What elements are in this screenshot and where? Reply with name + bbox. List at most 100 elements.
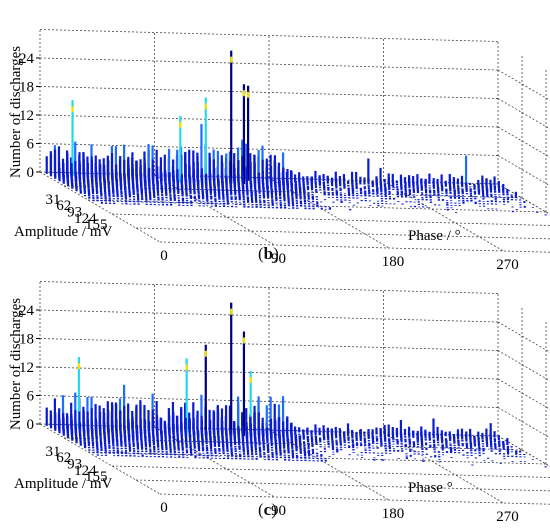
bar	[257, 412, 260, 437]
bar	[169, 188, 172, 194]
bar	[339, 440, 342, 444]
bar	[156, 427, 159, 439]
bar	[258, 196, 262, 199]
z-tick-label: 24	[19, 303, 35, 319]
bar	[209, 173, 212, 188]
bar	[274, 184, 277, 192]
bar	[181, 439, 184, 444]
bar	[409, 201, 412, 203]
bar	[54, 412, 57, 431]
bar	[494, 444, 497, 448]
bar	[177, 447, 180, 451]
bar	[258, 186, 261, 194]
bar	[339, 442, 342, 446]
bar	[194, 451, 197, 454]
bar	[197, 196, 201, 200]
bar	[226, 202, 230, 205]
bar	[334, 426, 337, 434]
bar	[322, 425, 325, 434]
bar	[331, 197, 335, 198]
bar	[281, 152, 285, 183]
bar	[120, 195, 123, 198]
bar	[263, 199, 266, 201]
bar	[230, 443, 233, 448]
bar	[190, 453, 193, 456]
bar	[140, 439, 143, 443]
bar	[367, 187, 371, 190]
bar	[91, 186, 94, 190]
bar	[108, 444, 111, 447]
bar	[380, 188, 383, 193]
bar	[168, 415, 171, 434]
bar	[453, 196, 457, 199]
bar	[466, 198, 469, 200]
bar	[245, 175, 248, 187]
bar	[148, 444, 152, 448]
bar	[217, 189, 221, 195]
bar	[396, 195, 400, 198]
bar	[214, 448, 217, 450]
bar	[292, 207, 295, 209]
bar	[201, 446, 205, 449]
bar	[180, 434, 183, 439]
bar	[265, 405, 268, 435]
bar	[408, 445, 412, 448]
z-tick-label: 12	[19, 360, 34, 376]
bar	[293, 426, 297, 433]
bar	[229, 185, 233, 193]
bar	[164, 173, 167, 187]
bar	[454, 205, 457, 206]
bar	[235, 206, 238, 208]
bar	[197, 194, 200, 197]
bar	[453, 189, 456, 197]
bar	[282, 182, 285, 192]
bar	[190, 201, 193, 204]
bar	[298, 172, 301, 181]
bar	[182, 205, 185, 206]
bar	[58, 408, 61, 429]
bar	[82, 410, 85, 432]
bar	[495, 208, 498, 210]
bar	[95, 176, 98, 188]
bar	[275, 196, 278, 202]
bar	[258, 428, 261, 441]
bar	[168, 440, 172, 444]
bar	[152, 174, 155, 187]
bar	[408, 192, 412, 196]
bar	[477, 443, 481, 447]
bar	[302, 429, 305, 435]
bar	[450, 207, 453, 209]
bar	[267, 204, 270, 206]
bar	[502, 196, 505, 198]
bar	[201, 174, 204, 188]
bar	[186, 205, 189, 207]
bar	[96, 445, 99, 449]
bar	[323, 450, 327, 453]
peak-bar	[230, 50, 233, 184]
grid-line-floor-amp	[159, 241, 550, 253]
bar	[502, 193, 505, 196]
bar	[140, 432, 143, 441]
bar	[456, 178, 460, 185]
bar	[96, 195, 99, 197]
bar	[299, 451, 302, 454]
bar	[359, 442, 363, 444]
bar	[193, 446, 196, 449]
bar	[136, 442, 139, 448]
bar	[408, 189, 411, 193]
bar	[449, 191, 452, 194]
bar	[339, 194, 343, 196]
bar	[498, 196, 501, 198]
bar	[490, 443, 493, 448]
bar	[259, 203, 262, 206]
bar	[270, 177, 273, 190]
bar	[420, 434, 423, 441]
bar	[75, 185, 78, 192]
bar	[420, 178, 423, 187]
bar	[396, 439, 399, 443]
bar	[177, 454, 181, 456]
bar	[141, 454, 144, 457]
bar	[103, 180, 106, 190]
bar	[83, 430, 86, 439]
bar	[120, 440, 123, 447]
